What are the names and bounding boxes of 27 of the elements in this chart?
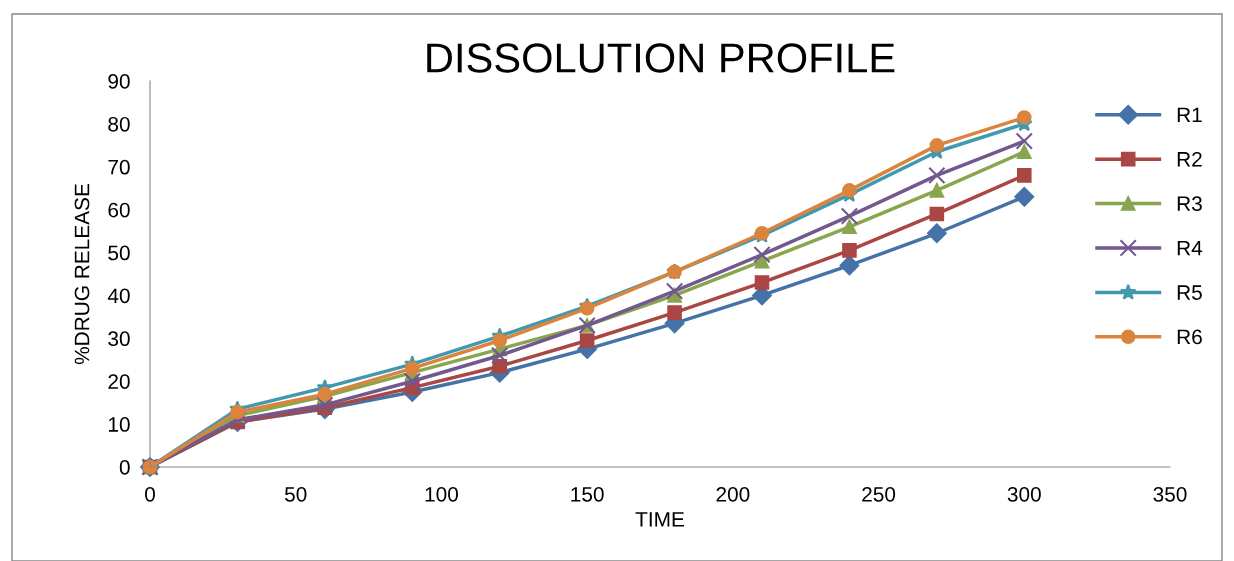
legend-label: R3 [1177, 196, 1202, 212]
y-tick-label: 70 [108, 159, 130, 175]
x-axis-title: TIME [635, 512, 684, 527]
x-tick-label: 0 [145, 486, 155, 502]
y-axis-title: %DRUG RELEASE [74, 184, 90, 365]
legend-label: R4 [1177, 240, 1203, 256]
y-tick-label: 60 [108, 202, 130, 218]
x-tick-label: 50 [284, 486, 307, 502]
x-tick-label: 350 [1153, 486, 1187, 502]
y-tick-label: 10 [108, 417, 130, 432]
chart-title: DISSOLUTION PROFILE [427, 43, 895, 73]
y-tick-label: 30 [108, 331, 130, 347]
y-tick-label: 90 [108, 74, 130, 89]
legend-label: R2 [1177, 151, 1202, 167]
x-tick-label: 100 [425, 486, 458, 502]
y-tick-label: 80 [108, 116, 130, 132]
y-tick-label: 40 [107, 288, 130, 304]
y-tick-label: 20 [108, 374, 130, 389]
x-tick-label: 150 [571, 486, 604, 502]
x-tick-label: 250 [862, 486, 896, 502]
y-tick-label: 50 [108, 245, 130, 261]
x-tick-label: 200 [716, 486, 750, 502]
legend-label: R5 [1177, 285, 1202, 300]
legend-label: R6 [1177, 329, 1202, 345]
x-tick-label: 300 [1007, 486, 1041, 502]
y-tick-label: 0 [119, 460, 130, 475]
legend-label: R1 [1177, 107, 1202, 123]
